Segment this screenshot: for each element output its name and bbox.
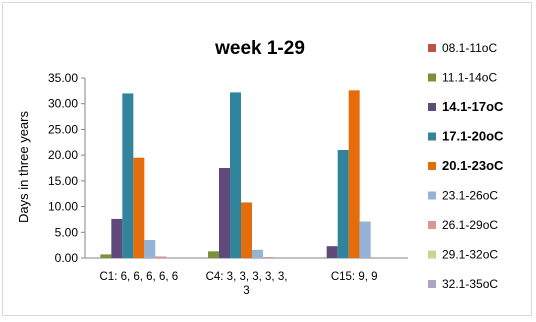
bar — [252, 249, 263, 258]
legend-label: 32.1-35oC — [442, 277, 498, 291]
chart-title: week 1-29 — [214, 38, 305, 59]
legend-label: 08.1-11oC — [442, 41, 497, 55]
legend-swatch — [428, 44, 436, 52]
x-tick-label: 3 — [243, 285, 249, 297]
bar — [263, 256, 274, 258]
chart-svg: week 1-29 Days in three years 0.00 5.00 10… — [16, 38, 504, 297]
bar — [122, 93, 134, 258]
bar — [155, 256, 167, 258]
y-tick-label: 30.00 — [48, 97, 78, 111]
y-tick-label: 5.00 — [55, 225, 79, 239]
y-tick-label: 20.00 — [48, 148, 78, 162]
plot-area: 0.00 5.00 10.00 15.00 20.00 25.00 30.00 35.00 C1… — [48, 71, 408, 297]
y-tick-label: 10.00 — [48, 200, 78, 214]
bar — [111, 218, 123, 258]
legend-label: 26.1-29oC — [442, 218, 498, 232]
x-tick-label: C4: 3, 3, 3, 3, 3, — [206, 271, 288, 283]
legend-swatch — [428, 250, 436, 259]
bar — [230, 92, 241, 259]
legend-swatch — [428, 162, 436, 170]
legend-swatch — [428, 103, 436, 111]
bar — [133, 157, 145, 258]
bar — [359, 221, 371, 258]
legend-label: 11.1-14oC — [442, 71, 497, 85]
bar — [144, 240, 156, 258]
legend-swatch — [428, 132, 436, 141]
bar — [326, 246, 338, 258]
legend-label: 14.1-17oC — [442, 99, 504, 114]
bar — [241, 202, 252, 258]
y-tick-label: 0.00 — [55, 251, 79, 265]
legend: 08.1-11oC 11.1-14oC 14.1-17oC 17.1-20oC 20.1… — [428, 41, 504, 291]
bar — [337, 150, 349, 258]
bar — [208, 251, 219, 258]
legend-label: 17.1-20oC — [442, 129, 504, 144]
chart-area: week 1-29 Days in three years 0.00 5.00 10… — [2, 2, 532, 316]
x-tick-label: C15: 9, 9 — [331, 271, 378, 283]
y-tick-label: 15.00 — [48, 174, 78, 188]
legend-label: 20.1-23oC — [442, 158, 504, 173]
y-tick-label: 25.00 — [48, 122, 78, 136]
y-axis-title: Days in three years — [16, 111, 31, 223]
bar — [100, 254, 112, 258]
x-tick-label: C1: 6, 6, 6, 6, 6 — [100, 271, 179, 283]
legend-swatch — [428, 73, 436, 82]
legend-label: 29.1-32oC — [442, 248, 498, 262]
bar — [348, 90, 360, 258]
legend-swatch — [428, 221, 436, 229]
legend-label: 23.1-26oC — [442, 189, 498, 203]
legend-swatch — [428, 280, 436, 288]
bar — [219, 168, 230, 258]
legend-swatch — [428, 191, 436, 200]
y-tick-label: 35.00 — [48, 71, 78, 85]
